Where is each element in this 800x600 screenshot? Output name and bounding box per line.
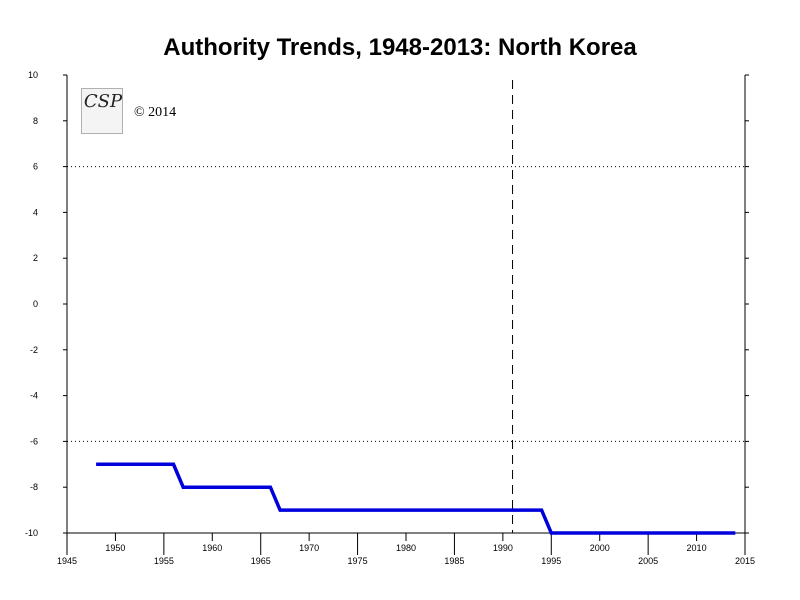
y-tick-label: 0 xyxy=(33,299,38,309)
x-tick-label-major: 1975 xyxy=(348,556,368,566)
csp-logo-text: CSP xyxy=(83,91,123,112)
x-tick-label-major: 2015 xyxy=(735,556,755,566)
x-tick-label-major: 1995 xyxy=(541,556,561,566)
y-tick-label: 2 xyxy=(33,253,38,263)
x-tick-label-minor: 1960 xyxy=(202,543,222,553)
y-tick-label: -6 xyxy=(30,436,38,446)
y-tick-label: -10 xyxy=(25,528,38,538)
x-tick-label-minor: 1980 xyxy=(396,543,416,553)
x-tick-label-minor: 1990 xyxy=(493,543,513,553)
x-tick-label-major: 2005 xyxy=(638,556,658,566)
y-tick-label: 4 xyxy=(33,207,38,217)
copyright-text: © 2014 xyxy=(134,105,177,120)
y-tick-label: -4 xyxy=(30,391,38,401)
series-line-authority xyxy=(96,462,736,535)
x-tick-label-minor: 1970 xyxy=(299,543,319,553)
x-tick-label-minor: 1950 xyxy=(105,543,125,553)
x-tick-label-major: 1965 xyxy=(251,556,271,566)
x-tick-label-minor: 2010 xyxy=(687,543,707,553)
y-tick-label: -8 xyxy=(30,482,38,492)
x-tick-label-minor: 2000 xyxy=(590,543,610,553)
csp-logo: CSP xyxy=(81,88,123,134)
y-tick-label: 6 xyxy=(33,162,38,172)
y-tick-label: -2 xyxy=(30,345,38,355)
y-tick-label: 8 xyxy=(33,116,38,126)
x-tick-label-major: 1955 xyxy=(154,556,174,566)
x-tick-label-major: 1945 xyxy=(57,556,77,566)
chart-title: Authority Trends, 1948-2013: North Korea xyxy=(163,34,637,61)
y-tick-label: 10 xyxy=(28,70,38,80)
x-tick-label-major: 1985 xyxy=(444,556,464,566)
